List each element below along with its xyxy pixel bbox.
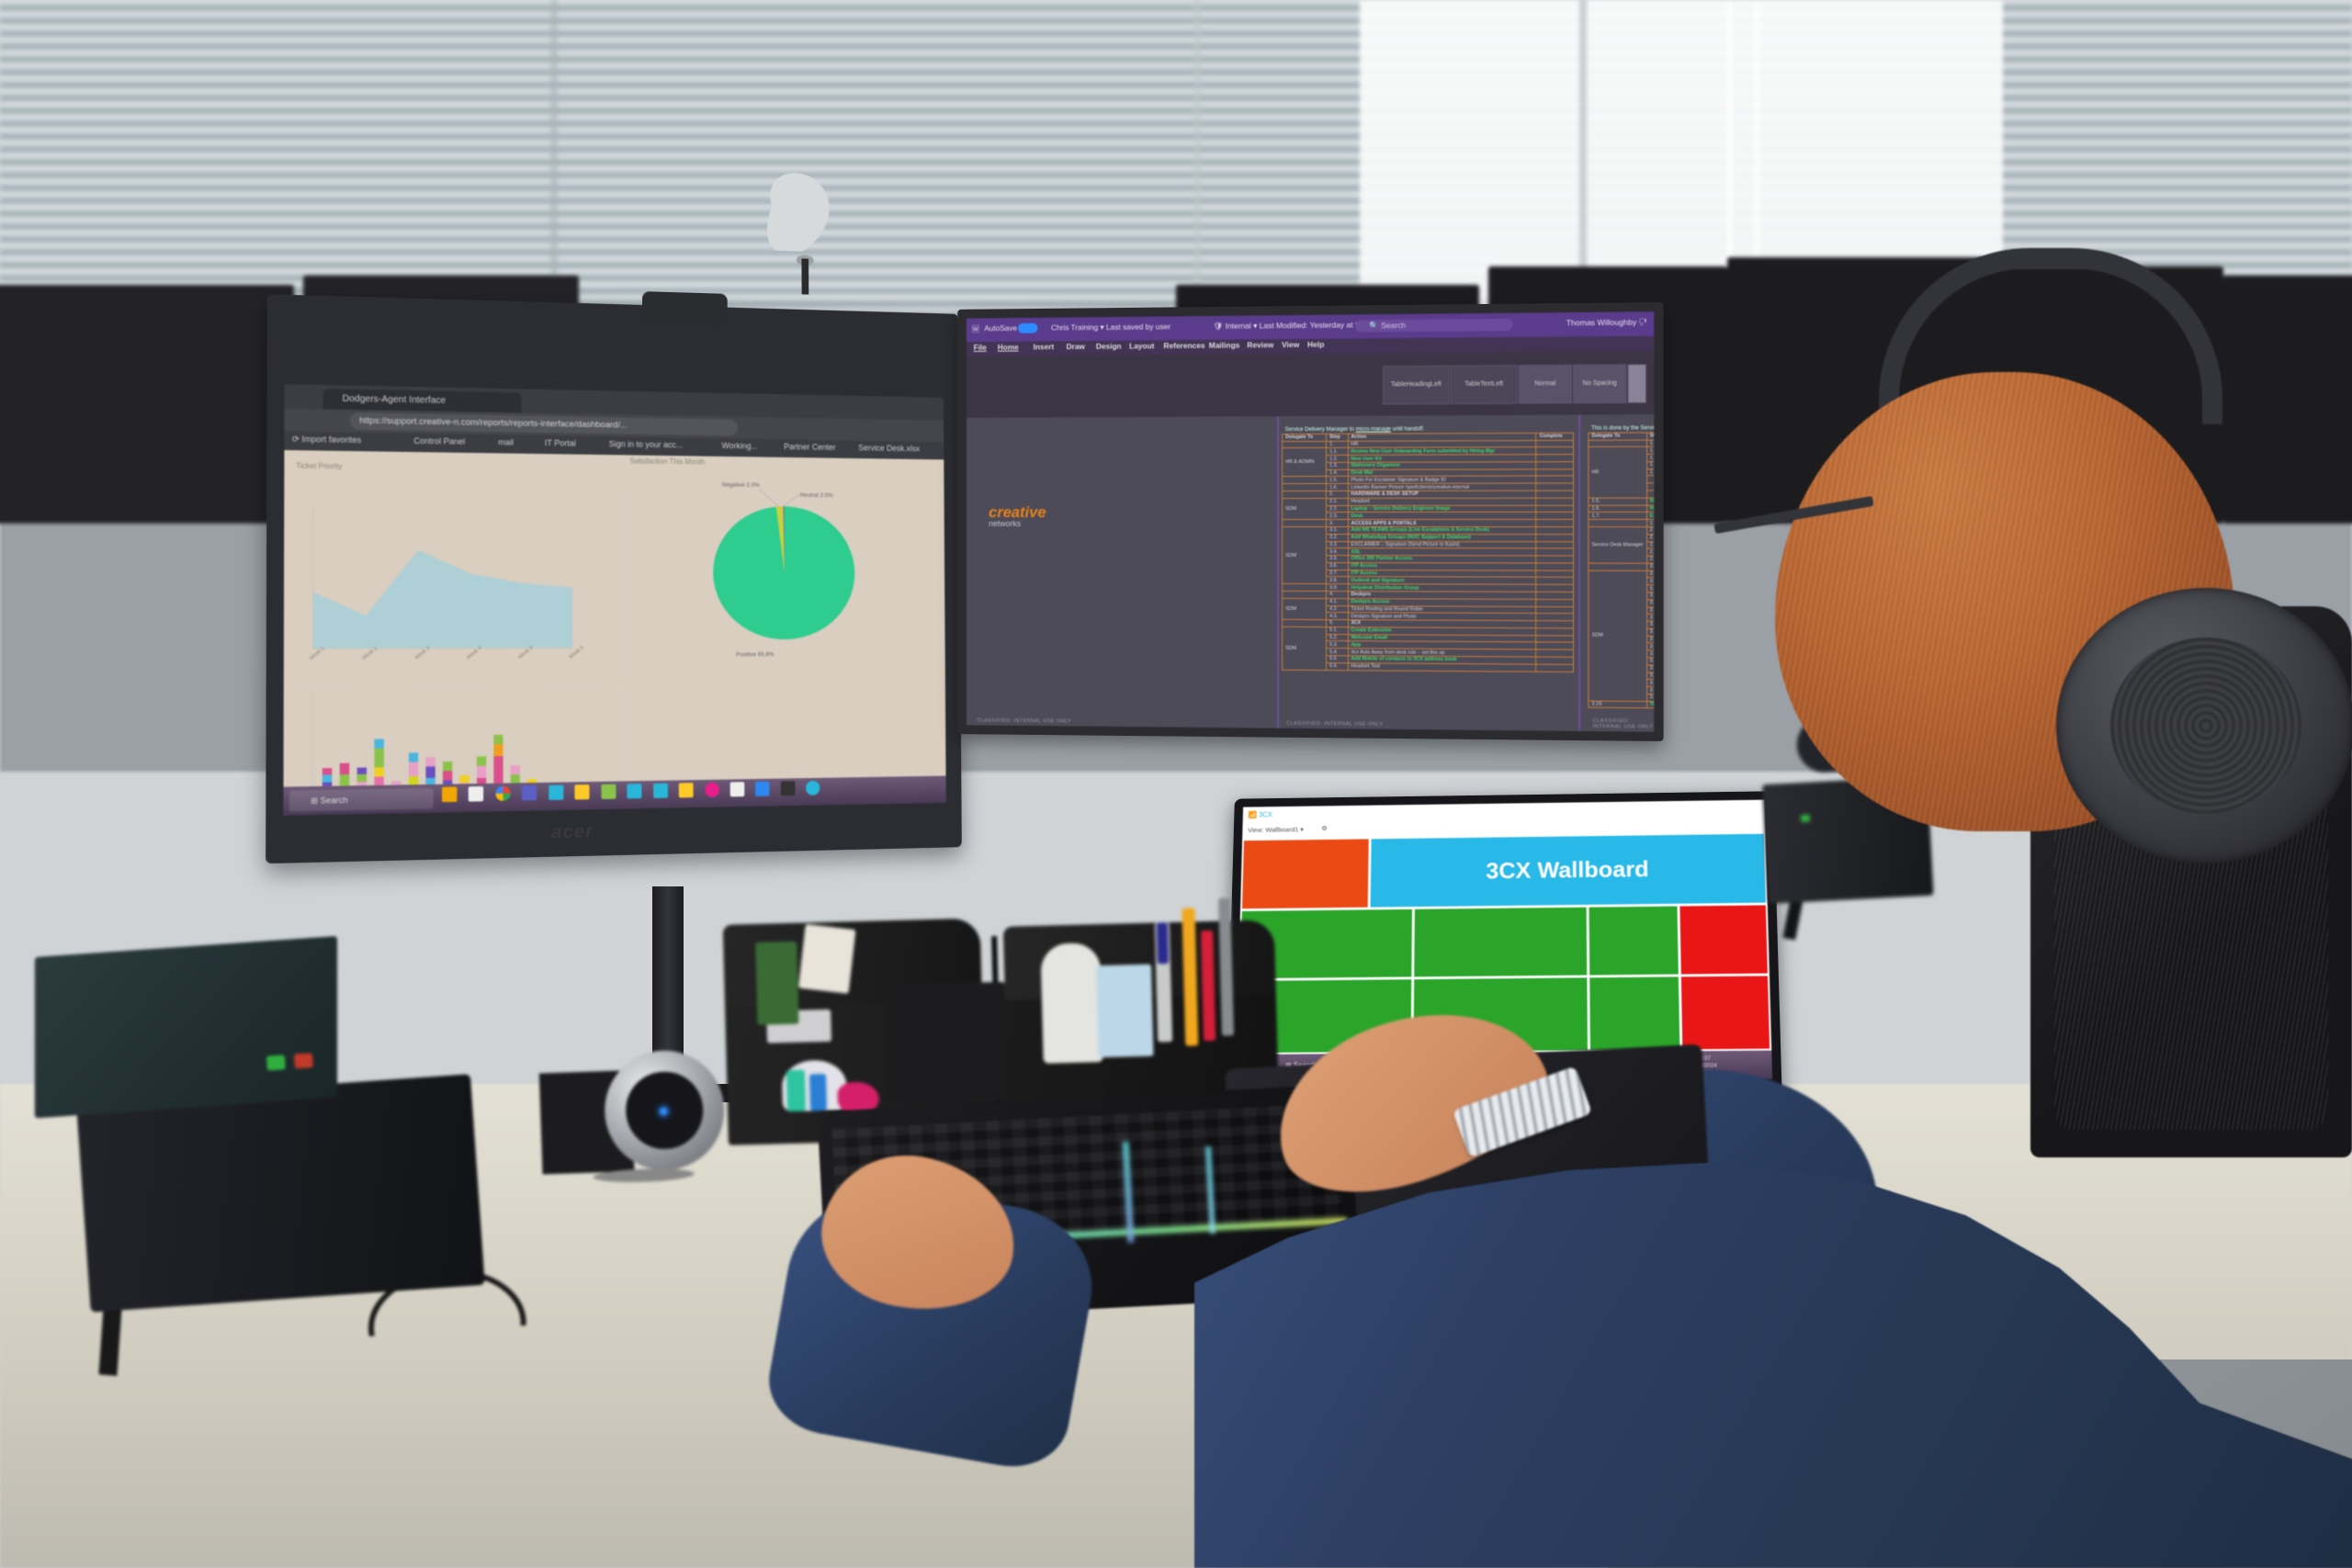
svg-text:Negative 2.0%: Negative 2.0% bbox=[722, 482, 760, 489]
svg-text:Neutral 2.0%: Neutral 2.0% bbox=[800, 492, 833, 499]
svg-text:Positive 95.8%: Positive 95.8% bbox=[736, 652, 775, 659]
